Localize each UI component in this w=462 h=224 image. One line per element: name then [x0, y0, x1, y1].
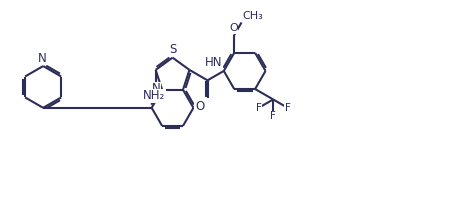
- Text: N: N: [37, 52, 46, 65]
- Text: HN: HN: [205, 56, 223, 69]
- Text: O: O: [229, 24, 238, 33]
- Text: CH₃: CH₃: [243, 11, 263, 21]
- Text: F: F: [285, 103, 291, 113]
- Text: O: O: [195, 100, 204, 113]
- Text: F: F: [270, 111, 276, 121]
- Text: S: S: [170, 43, 177, 56]
- Text: NH₂: NH₂: [143, 89, 165, 102]
- Text: N: N: [152, 82, 160, 95]
- Text: F: F: [256, 103, 261, 113]
